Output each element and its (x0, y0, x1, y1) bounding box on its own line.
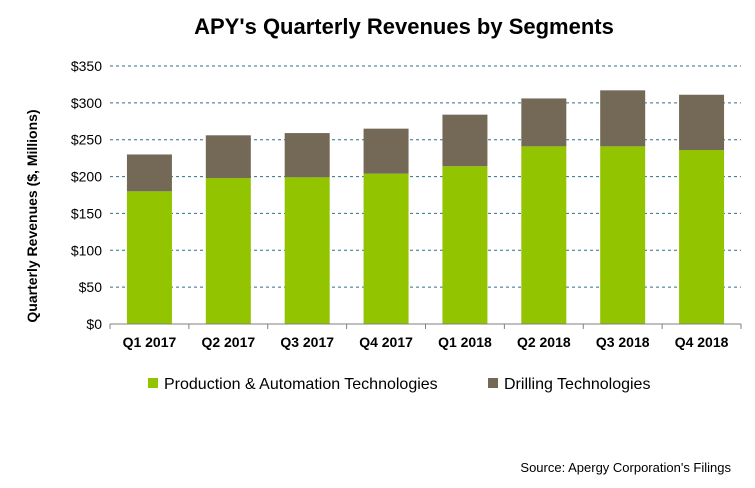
x-tick-label: Q2 2017 (201, 334, 255, 350)
bar-segment-drilling (442, 114, 488, 167)
x-tick-label: Q1 2018 (438, 334, 492, 350)
x-tick-label: Q2 2018 (517, 334, 571, 350)
y-tick-label: $0 (86, 316, 102, 332)
y-tick-label: $300 (71, 95, 102, 111)
x-tick-label: Q3 2018 (596, 334, 650, 350)
bar-segment-production (521, 146, 567, 324)
bar-segment-production (284, 177, 330, 324)
bar-segment-production (442, 166, 488, 324)
chart-title: APY's Quarterly Revenues by Segments (194, 14, 614, 39)
legend-swatch-drilling (488, 378, 498, 388)
bar-segment-production (679, 150, 725, 324)
y-tick-label: $200 (71, 169, 102, 185)
y-tick-label: $250 (71, 132, 102, 148)
gridlines (110, 65, 741, 288)
x-tick-label: Q1 2017 (123, 334, 177, 350)
y-tick-label: $350 (71, 58, 102, 74)
bar-segment-production (126, 191, 172, 324)
bar-segment-production (363, 173, 409, 324)
bar-segment-drilling (679, 94, 725, 151)
x-tick-label: Q4 2018 (675, 334, 729, 350)
bar-segment-production (205, 178, 251, 324)
bar-segment-drilling (284, 133, 330, 178)
x-axis-ticks: Q1 2017 Q2 2017 Q3 2017 Q4 2017 Q1 2018 Q2 20… (109, 324, 742, 350)
bars (126, 90, 725, 324)
bar-segment-drilling (205, 135, 251, 179)
y-tick-label: $50 (79, 279, 103, 295)
y-axis-ticks: $0 $50 $100 $150 $200 $250 $300 $350 (71, 58, 102, 332)
x-tick-label: Q3 2017 (280, 334, 334, 350)
bar-segment-drilling (363, 128, 409, 174)
legend: Production & Automation Technologies Dri… (148, 376, 650, 393)
bar-segment-production (600, 146, 646, 324)
source-note: Source: Apergy Corporation's Filings (520, 460, 731, 475)
bar-segment-drilling (521, 98, 567, 147)
legend-swatch-production (148, 378, 158, 388)
legend-label-drilling: Drilling Technologies (504, 376, 650, 393)
y-tick-label: $150 (71, 205, 102, 221)
bar-segment-drilling (126, 154, 172, 192)
legend-label-production: Production & Automation Technologies (164, 376, 438, 393)
y-tick-label: $100 (71, 242, 102, 258)
x-tick-label: Q4 2017 (359, 334, 413, 350)
y-axis-label: Quarterly Revenues ($, Millions) (24, 109, 40, 322)
bar-segment-drilling (600, 90, 646, 147)
